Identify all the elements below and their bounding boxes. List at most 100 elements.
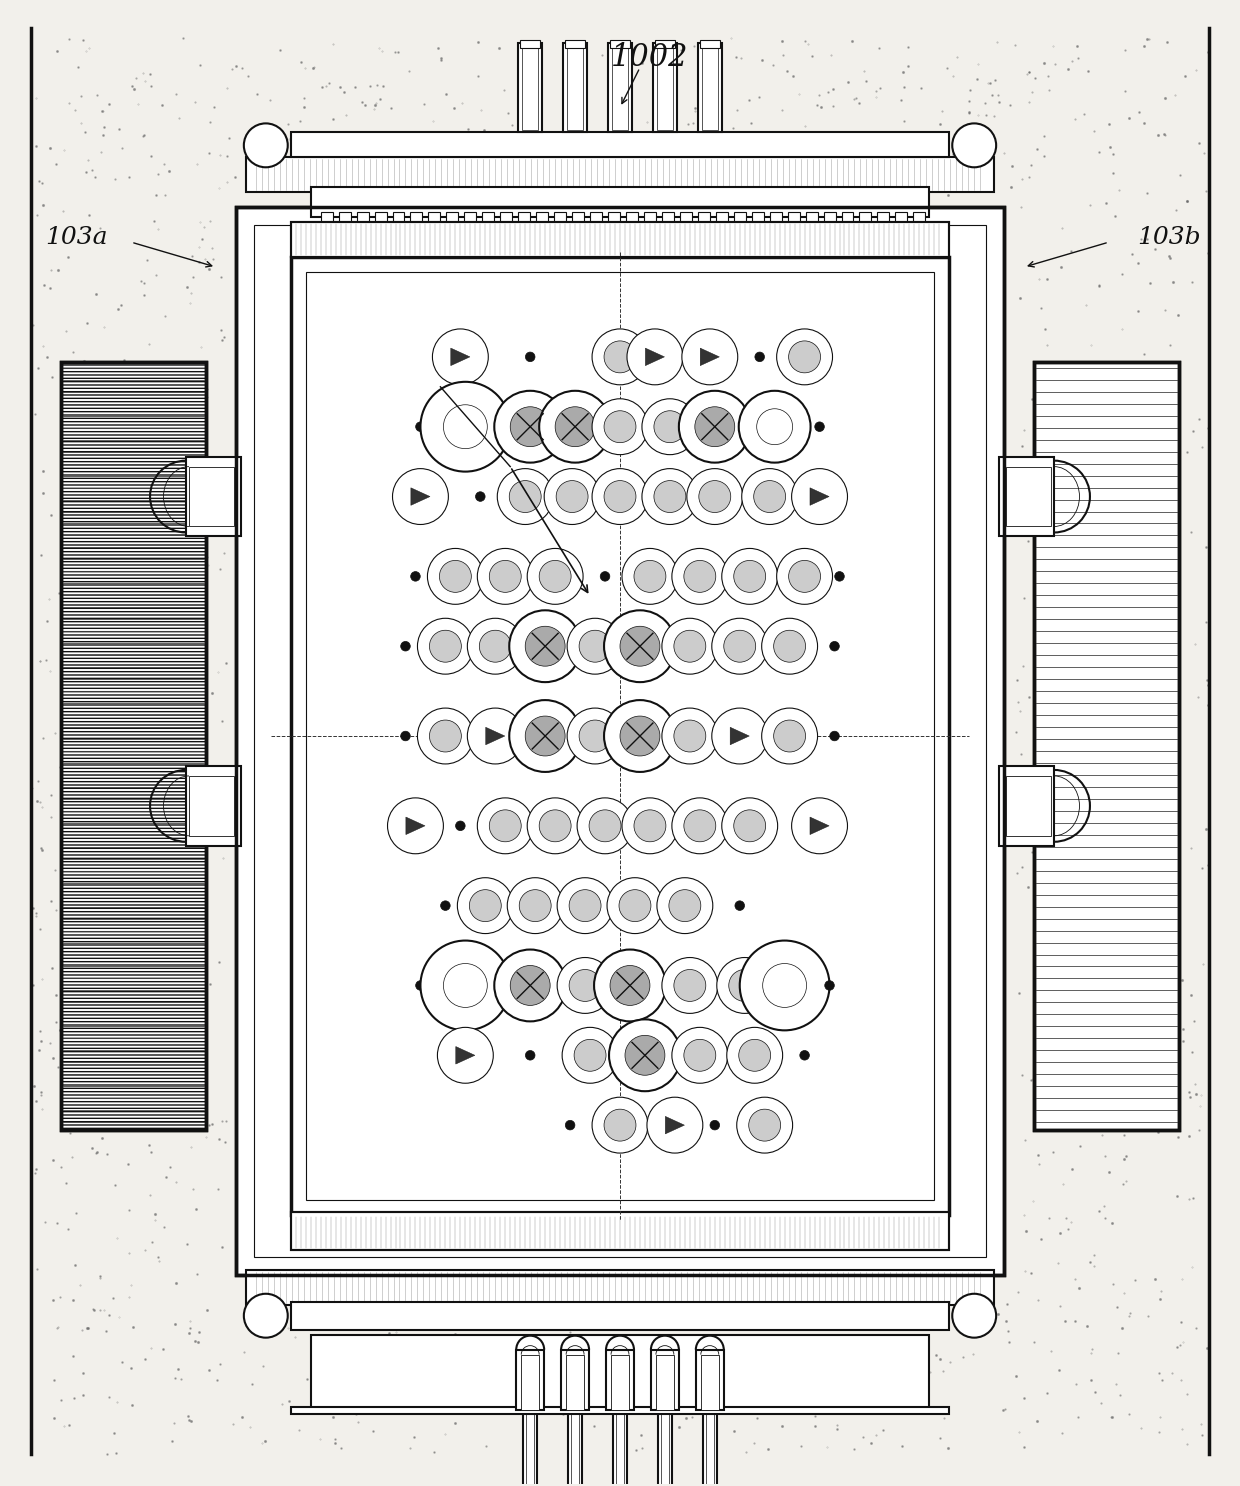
Bar xyxy=(895,212,908,232)
Circle shape xyxy=(604,1109,636,1141)
Circle shape xyxy=(444,963,487,1008)
Polygon shape xyxy=(451,348,470,366)
Circle shape xyxy=(712,707,768,764)
Bar xyxy=(715,212,728,232)
Circle shape xyxy=(717,957,773,1013)
Circle shape xyxy=(672,1027,728,1083)
Bar xyxy=(1034,363,1179,1131)
Circle shape xyxy=(577,798,632,854)
Circle shape xyxy=(673,969,706,1002)
Bar xyxy=(522,45,538,131)
Bar xyxy=(999,765,1054,846)
Circle shape xyxy=(756,409,792,444)
Circle shape xyxy=(620,716,660,756)
Circle shape xyxy=(625,1036,665,1076)
Circle shape xyxy=(672,798,728,854)
Polygon shape xyxy=(486,727,505,744)
Circle shape xyxy=(642,468,698,525)
Circle shape xyxy=(569,969,601,1002)
Polygon shape xyxy=(701,348,719,366)
Circle shape xyxy=(683,1039,715,1071)
Polygon shape xyxy=(645,348,665,366)
Circle shape xyxy=(789,340,821,373)
Circle shape xyxy=(467,707,523,764)
Bar xyxy=(290,1407,950,1415)
Circle shape xyxy=(622,798,678,854)
Circle shape xyxy=(401,642,410,651)
Circle shape xyxy=(653,480,686,513)
Bar xyxy=(572,1410,579,1486)
Circle shape xyxy=(604,700,676,771)
Circle shape xyxy=(539,560,572,593)
Circle shape xyxy=(438,1027,494,1083)
Circle shape xyxy=(495,950,567,1021)
Circle shape xyxy=(420,382,510,471)
Bar xyxy=(1034,363,1179,1131)
Bar xyxy=(357,212,368,232)
Circle shape xyxy=(589,810,621,841)
Circle shape xyxy=(830,642,839,651)
Circle shape xyxy=(609,1019,681,1091)
Circle shape xyxy=(952,1294,996,1337)
Bar xyxy=(706,1410,714,1486)
Polygon shape xyxy=(410,487,430,505)
Bar xyxy=(464,212,476,232)
Circle shape xyxy=(737,1097,792,1153)
Bar xyxy=(999,456,1054,536)
Bar xyxy=(770,212,781,232)
Circle shape xyxy=(591,398,649,455)
Circle shape xyxy=(526,352,534,361)
Bar xyxy=(429,212,440,232)
Bar xyxy=(702,45,718,131)
Bar xyxy=(536,212,548,232)
Circle shape xyxy=(699,480,730,513)
Circle shape xyxy=(527,798,583,854)
Circle shape xyxy=(556,407,595,447)
Circle shape xyxy=(557,480,588,513)
Bar xyxy=(606,1349,634,1410)
Bar xyxy=(246,1271,994,1305)
Bar xyxy=(610,40,630,48)
Circle shape xyxy=(567,618,622,675)
Circle shape xyxy=(634,560,666,593)
Circle shape xyxy=(418,618,474,675)
Bar xyxy=(572,212,584,232)
Bar xyxy=(608,43,632,132)
Text: 103a: 103a xyxy=(45,226,108,248)
Bar xyxy=(374,212,387,232)
Circle shape xyxy=(724,630,755,663)
Bar xyxy=(446,212,459,232)
Circle shape xyxy=(604,410,636,443)
Polygon shape xyxy=(405,817,425,835)
Circle shape xyxy=(830,731,839,742)
Circle shape xyxy=(469,890,501,921)
Circle shape xyxy=(774,630,806,663)
Circle shape xyxy=(662,707,718,764)
Circle shape xyxy=(835,572,844,581)
Circle shape xyxy=(539,391,611,462)
Bar xyxy=(518,43,542,132)
Circle shape xyxy=(815,422,825,431)
Bar xyxy=(410,212,423,232)
Circle shape xyxy=(622,548,678,605)
Circle shape xyxy=(244,123,288,168)
Circle shape xyxy=(401,731,410,742)
Bar xyxy=(339,212,351,232)
Polygon shape xyxy=(810,817,830,835)
Circle shape xyxy=(627,328,683,385)
Circle shape xyxy=(415,981,425,990)
Circle shape xyxy=(455,822,465,831)
Circle shape xyxy=(420,941,510,1030)
Circle shape xyxy=(755,352,765,361)
Bar xyxy=(567,1355,584,1410)
Circle shape xyxy=(672,548,728,605)
Bar xyxy=(751,212,764,232)
Circle shape xyxy=(510,407,551,447)
Circle shape xyxy=(490,810,521,841)
Circle shape xyxy=(754,480,786,513)
Circle shape xyxy=(539,810,572,841)
Circle shape xyxy=(393,468,449,525)
Circle shape xyxy=(477,798,533,854)
Circle shape xyxy=(495,391,567,462)
Bar xyxy=(236,207,1004,1275)
